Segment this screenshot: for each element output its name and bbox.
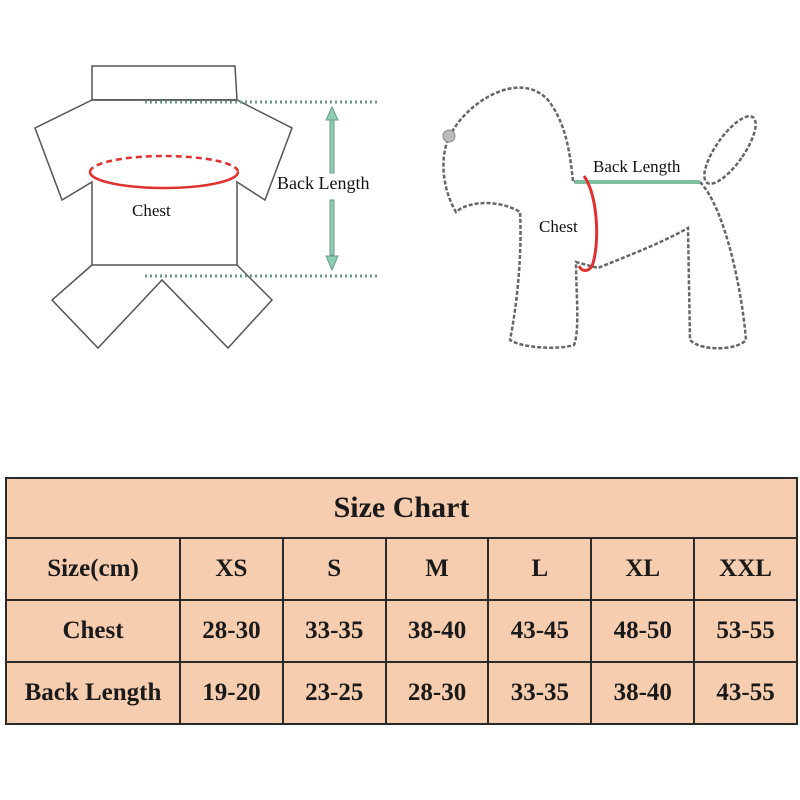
table-row: Chest 28-30 33-35 38-40 43-45 48-50 53-5… [5,599,798,663]
dog-chest-label: Chest [539,217,578,236]
table-cell: 38-40 [590,661,696,725]
table-cell: 28-30 [384,661,490,725]
table-cell: 43-45 [487,599,593,663]
table-cell: 33-35 [487,661,593,725]
measurement-diagrams [34,65,757,350]
table-cell: 33-35 [281,599,387,663]
table-row: Back Length 19-20 23-25 28-30 33-35 38-4… [5,661,798,725]
header-cell: M [384,537,490,601]
dog-back-length-label: Back Length [593,157,681,176]
row-label: Back Length [5,661,181,725]
table-header-row: Size(cm) XS S M L XL XXL [5,537,798,601]
garment-chest-label: Chest [132,201,171,220]
back-length-arrow [325,105,339,272]
back-length-guides [145,100,380,278]
dog-nose [442,129,456,143]
dog-chest-line [577,175,599,272]
header-cell: S [281,537,387,601]
header-cell: XS [179,537,284,601]
table-cell: 53-55 [693,599,798,663]
garment-back-length-label: Back Length [277,173,370,193]
row-label: Chest [5,599,181,663]
size-chart-title: Size Chart [5,477,798,539]
header-cell: L [487,537,593,601]
dog-outline [442,86,757,350]
header-cell: Size(cm) [5,537,181,601]
table-cell: 48-50 [590,599,696,663]
garment-outline [34,65,293,350]
table-cell: 23-25 [281,661,387,725]
size-chart-table: Size Chart Size(cm) XS S M L XL XXL Ches… [5,477,798,725]
header-cell: XL [590,537,696,601]
table-cell: 43-55 [693,661,798,725]
table-cell: 28-30 [179,599,284,663]
garment-chest-line [88,154,240,190]
table-cell: 19-20 [179,661,284,725]
table-cell: 38-40 [384,599,490,663]
header-cell: XXL [693,537,798,601]
